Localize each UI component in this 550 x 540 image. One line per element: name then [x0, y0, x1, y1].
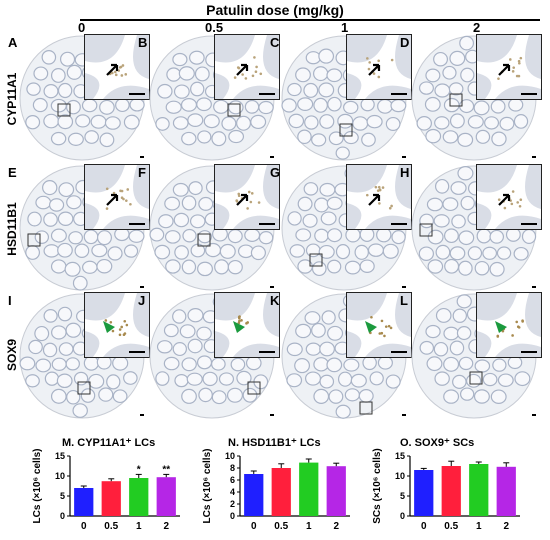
panel-letter-j: J	[138, 293, 146, 308]
chart-m-xtick-label-3: 2	[163, 521, 169, 532]
chart-o-ytick-label: 15	[395, 451, 405, 461]
zoom-inset-c	[346, 34, 412, 100]
panel-letter-f: F	[138, 165, 146, 180]
chart-n-ylabel: LCs (×10⁶ cells)	[202, 449, 213, 524]
chart-n-ytick-label: 6	[230, 475, 235, 485]
chart-m-xtick-label-1: 0.5	[104, 521, 118, 532]
chart-m-ytick-label: 0	[60, 511, 65, 521]
arrowhead-icon	[103, 321, 115, 333]
chart-n-hsd11b1: LCs (×10⁶ cells) 0 2 4 6 8 10 0 0.5 1 2	[202, 449, 350, 532]
chart-m-ytick-label: 10	[55, 471, 65, 481]
chart-n-xtick-label-3: 2	[333, 521, 339, 532]
chart-n-ytick-label: 8	[230, 463, 235, 473]
chart-m-xtick-label-2: 1	[136, 521, 142, 532]
panel-letter-d: D	[400, 35, 410, 50]
arrow-icon	[498, 63, 511, 76]
arrowhead-icon	[233, 321, 245, 333]
dose-label-1: 1	[341, 20, 349, 35]
chart-m-bar-2	[129, 478, 149, 516]
arrow-icon	[236, 193, 249, 206]
chart-o-sox9: SCs (×10⁶ cells) 0 5 10 15 0 0.5 1 2	[372, 448, 520, 532]
chart-o-ylabel: SCs (×10⁶ cells)	[372, 448, 383, 523]
arrow-icon	[106, 193, 119, 206]
panel-letter-k: K	[270, 293, 280, 308]
chart-m-significance-3: **	[162, 464, 170, 475]
zoom-inset-l	[476, 292, 542, 358]
chart-n-bar-0	[244, 474, 264, 516]
panel-letter-g: G	[270, 165, 281, 180]
arrow-icon	[106, 63, 119, 76]
chart-o-title: O. SOX9⁺ SCs	[400, 437, 475, 449]
chart-o-ytick-label: 10	[395, 471, 405, 481]
panel-letter-h: H	[400, 165, 410, 180]
chart-m-significance-2: *	[137, 464, 141, 475]
chart-n-title: N. HSD11B1⁺ LCs	[228, 437, 321, 449]
chart-n-ytick-label: 10	[225, 451, 235, 461]
arrow-icon	[236, 63, 249, 76]
panel-letter-a: A	[8, 35, 18, 50]
zoom-inset-a	[84, 34, 150, 100]
zoom-inset-e	[84, 164, 150, 230]
chart-n-xtick-label-0: 0	[251, 521, 257, 532]
zoom-inset-f	[214, 164, 280, 230]
dose-label-0: 0	[78, 20, 86, 35]
panel-letter-e: E	[8, 165, 17, 180]
row-label-hsd11b1: HSD11B1	[5, 202, 19, 256]
zoom-inset-h	[476, 164, 542, 230]
arrow-icon	[368, 63, 381, 76]
chart-m-xtick-label-0: 0	[81, 521, 87, 532]
arrowhead-icon	[365, 321, 377, 333]
panel-letter-i: I	[8, 293, 12, 308]
chart-o-ytick-label: 0	[400, 511, 405, 521]
chart-m-title: M. CYP11A1⁺ LCs	[62, 437, 156, 449]
dose-underline	[80, 19, 540, 21]
chart-o-xtick-label-0: 0	[421, 521, 427, 532]
chart-o-ytick-label: 5	[400, 491, 405, 501]
zoom-inset-d	[476, 34, 542, 100]
chart-n-bar-3	[326, 466, 346, 516]
arrow-icon	[498, 193, 511, 206]
zoom-inset-g	[346, 164, 412, 230]
panel-letter-b: B	[138, 35, 148, 50]
arrow-icon	[368, 193, 381, 206]
zoom-inset-j	[214, 292, 280, 358]
chart-o-bar-2	[469, 464, 489, 516]
arrowhead-icon	[495, 321, 507, 333]
chart-n-ytick-label: 0	[230, 511, 235, 521]
chart-m-bar-0	[74, 488, 94, 516]
figure-title: Patulin dose (mg/kg)	[206, 2, 344, 18]
chart-o-bar-1	[441, 466, 461, 516]
chart-m-ylabel: LCs (×10⁶ cells)	[32, 449, 43, 524]
row-label-cyp11a1: CYP11A1	[5, 72, 19, 126]
chart-o-bar-3	[496, 466, 516, 516]
chart-m-ytick-label: 5	[60, 491, 65, 501]
chart-o-xtick-label-3: 2	[503, 521, 509, 532]
chart-n-xtick-label-2: 1	[306, 521, 312, 532]
dose-label-2: 2	[473, 20, 481, 35]
chart-m-ytick-label: 15	[55, 451, 65, 461]
zoom-inset-b	[214, 34, 280, 100]
chart-o-bar-0	[414, 470, 434, 516]
chart-m-bar-3	[156, 477, 176, 516]
chart-o-xtick-label-2: 1	[476, 521, 482, 532]
panel-letter-l: L	[400, 293, 408, 308]
zoom-inset-i	[84, 292, 150, 358]
chart-n-ytick-label: 4	[230, 487, 235, 497]
chart-m-bar-1	[101, 481, 121, 516]
zoom-inset-k	[346, 292, 412, 358]
chart-n-bar-2	[299, 462, 319, 516]
chart-n-xtick-label-1: 0.5	[274, 521, 288, 532]
chart-n-ytick-label: 2	[230, 499, 235, 509]
chart-n-bar-1	[271, 468, 291, 516]
dose-label-0-5: 0.5	[205, 20, 224, 35]
row-label-sox9: SOX9	[5, 339, 19, 372]
chart-m-cyp11a1: LCs (×10⁶ cells) 0 5 10 15 0 0.5 * 1 ** 2	[32, 449, 180, 532]
chart-o-xtick-label-1: 0.5	[444, 521, 458, 532]
panel-letter-c: C	[270, 35, 280, 50]
